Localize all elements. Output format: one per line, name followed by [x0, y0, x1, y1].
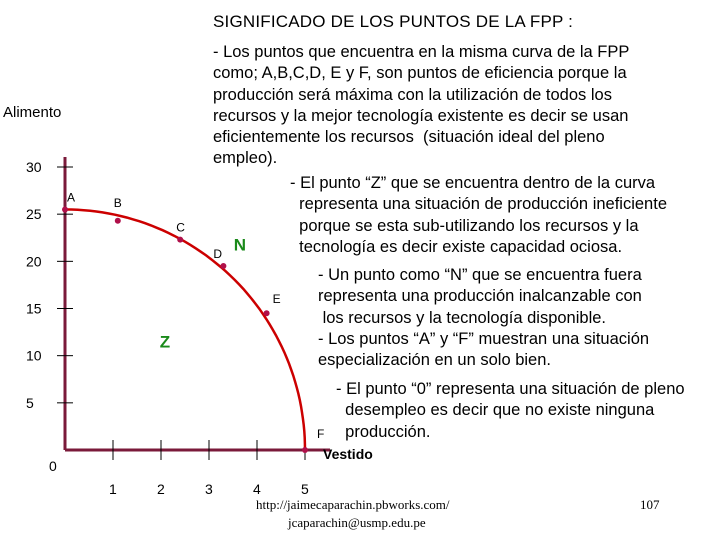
paragraph-point-z: - El punto “Z” que se encuentra dentro d… — [290, 174, 667, 256]
x-tick-label: 1 — [109, 481, 117, 497]
point-c-marker — [177, 236, 184, 243]
point-b-label: B — [114, 196, 122, 210]
grid-layer: 5 10 15 20 25 30 1 2 3 4 5 0 — [26, 157, 330, 497]
point-d-label: D — [213, 247, 222, 261]
y-tick-label: 5 — [26, 395, 34, 411]
slide-title: SIGNIFICADO DE LOS PUNTOS DE LA FPP : — [213, 12, 574, 31]
point-n-label: N — [234, 235, 246, 254]
point-c-label: C — [176, 221, 185, 235]
point-a-label: A — [67, 190, 75, 204]
paragraph-point-zero: - El punto “0” representa una situación … — [336, 380, 685, 441]
point-z-label: Z — [160, 333, 170, 352]
y-tick-label: 15 — [26, 301, 42, 317]
x-tick-label: 2 — [157, 481, 165, 497]
point-b-marker — [114, 217, 121, 224]
y-tick-label: 30 — [26, 159, 42, 175]
x-axis-label: Vestido — [323, 446, 373, 462]
origin-label: 0 — [49, 458, 57, 474]
y-tick-label: 10 — [26, 348, 42, 364]
ppf-curve — [65, 208, 307, 451]
x-tick-label: 4 — [253, 481, 261, 497]
paragraph-point-n: - Un punto como “N” que se encuentra fue… — [318, 266, 650, 370]
y-tick-label: 20 — [26, 253, 42, 269]
paragraph-efficiency: - Los puntos que encuentra en la misma c… — [213, 43, 630, 168]
y-tick-label: 25 — [26, 206, 42, 222]
y-axis-label: Alimento — [3, 104, 62, 121]
point-e-label: E — [273, 292, 281, 306]
page-number: 107 — [640, 497, 660, 512]
x-tick-label: 5 — [301, 481, 309, 497]
marks-layer: A B C D E F Z N — [62, 190, 324, 453]
x-tick-label: 3 — [205, 481, 213, 497]
point-f-marker — [302, 447, 308, 453]
point-a-marker — [62, 206, 68, 213]
footer-url[interactable]: http://jaimecaparachin.pbworks.com/ — [256, 497, 450, 512]
point-d-marker — [220, 263, 227, 270]
point-f-label: F — [317, 427, 324, 441]
point-e-marker — [263, 310, 270, 317]
footer-email[interactable]: jcaparachin@usmp.edu.pe — [288, 515, 426, 530]
